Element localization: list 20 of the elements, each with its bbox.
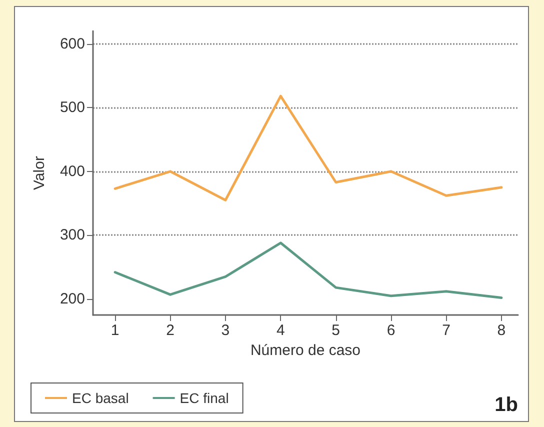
x-tick-label: 4 xyxy=(276,322,285,339)
line-series xyxy=(114,94,503,202)
x-tick-label: 3 xyxy=(221,322,230,339)
x-tick-label: 2 xyxy=(166,322,174,339)
text: 1b xyxy=(494,394,518,416)
y-tick-label: 200 xyxy=(60,290,85,308)
x-tick-label: 5 xyxy=(332,322,340,339)
x-tick-label: 1 xyxy=(110,322,120,339)
legend-label: EC final xyxy=(180,390,229,406)
x-tick-label: 6 xyxy=(386,322,396,339)
y-tick-label: 400 xyxy=(60,162,85,180)
line-series xyxy=(114,242,503,300)
y-tick-label: 300 xyxy=(60,226,85,244)
x-axis-title: Número de caso xyxy=(250,342,361,359)
y-axis-title: Valor xyxy=(31,156,48,190)
x-tick-label: 8 xyxy=(497,322,506,339)
legend-label: EC basal xyxy=(72,390,129,406)
x-tick-label: 7 xyxy=(442,322,450,339)
y-tick-label: 500 xyxy=(60,99,85,116)
y-tick-label: 600 xyxy=(60,35,85,52)
